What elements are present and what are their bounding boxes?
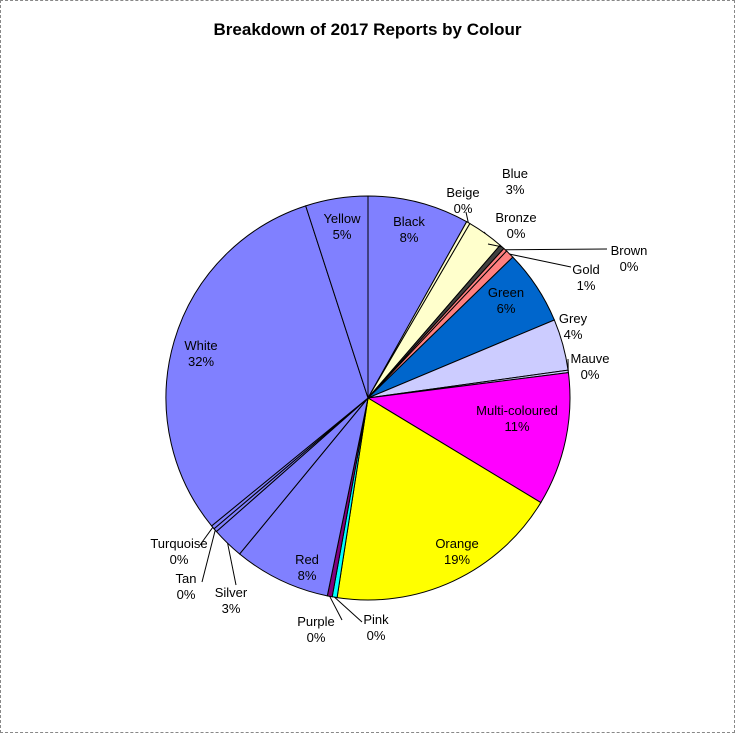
slice-label-yellow: Yellow [323, 211, 361, 226]
slice-percent-gold: 1% [577, 278, 596, 293]
slice-percent-yellow: 5% [333, 227, 352, 242]
pie-slices [165, 195, 571, 601]
leader-line-turquoise [199, 527, 214, 546]
slice-label-bronze: Bronze [495, 210, 536, 225]
slice-label-gold: Gold [572, 262, 599, 277]
slice-percent-mauve: 0% [581, 367, 600, 382]
slice-label-turquoise: Turquoise [150, 536, 207, 551]
slice-label-purple: Purple [297, 614, 335, 629]
slice-percent-brown: 0% [620, 259, 639, 274]
slice-label-pink: Pink [363, 612, 389, 627]
slice-label-grey: Grey [559, 311, 588, 326]
pie-slice-black [367, 195, 468, 400]
slice-percent-white: 32% [188, 354, 214, 369]
pie-slice-white [165, 205, 369, 527]
slice-label-orange: Orange [435, 536, 478, 551]
slice-label-tan: Tan [176, 571, 197, 586]
slice-percent-orange: 19% [444, 552, 470, 567]
leader-line-tan [201, 530, 216, 583]
slice-percent-blue: 3% [506, 182, 525, 197]
leader-line-silver [227, 543, 237, 586]
slice-percent-red: 8% [298, 568, 317, 583]
slice-label-brown: Brown [611, 243, 648, 258]
slice-percent-black: 8% [400, 230, 419, 245]
slice-percent-bronze: 0% [507, 226, 526, 241]
pie-slice-red [238, 397, 369, 597]
slice-percent-multi-coloured: 11% [504, 419, 529, 434]
leader-line-brown [505, 248, 608, 251]
pie-slice-yellow [305, 195, 369, 399]
slice-percent-tan: 0% [177, 587, 196, 602]
slice-label-black: Black [393, 214, 425, 229]
slice-percent-pink: 0% [367, 628, 386, 643]
chart-title: Breakdown of 2017 Reports by Colour [213, 20, 522, 39]
pie-slice-multi-coloured [366, 372, 571, 504]
slice-label-multi-coloured: Multi-coloured [476, 403, 558, 418]
leader-line-bronze [487, 243, 503, 248]
slice-percent-purple: 0% [307, 630, 326, 645]
slice-label-beige: Beige [446, 185, 479, 200]
pie-labels: Black8%Beige0%Blue3%Bronze0%Brown0%Gold1… [150, 166, 647, 645]
slice-label-green: Green [488, 285, 524, 300]
slice-label-red: Red [295, 552, 319, 567]
slice-label-white: White [184, 338, 217, 353]
leader-line-pink [334, 596, 363, 623]
leader-line-beige [465, 211, 469, 223]
pie-slice-orange [336, 397, 542, 601]
leader-line-blue [483, 231, 486, 235]
slice-percent-green: 6% [497, 301, 516, 316]
slice-percent-silver: 3% [222, 601, 241, 616]
slice-label-silver: Silver [215, 585, 248, 600]
slice-label-mauve: Mauve [570, 351, 609, 366]
slice-label-blue: Blue [502, 166, 528, 181]
leader-line-gold [509, 253, 572, 268]
slice-percent-grey: 4% [564, 327, 583, 342]
leader-line-purple [329, 596, 343, 621]
slice-percent-turquoise: 0% [170, 552, 189, 567]
slice-percent-beige: 0% [454, 201, 473, 216]
